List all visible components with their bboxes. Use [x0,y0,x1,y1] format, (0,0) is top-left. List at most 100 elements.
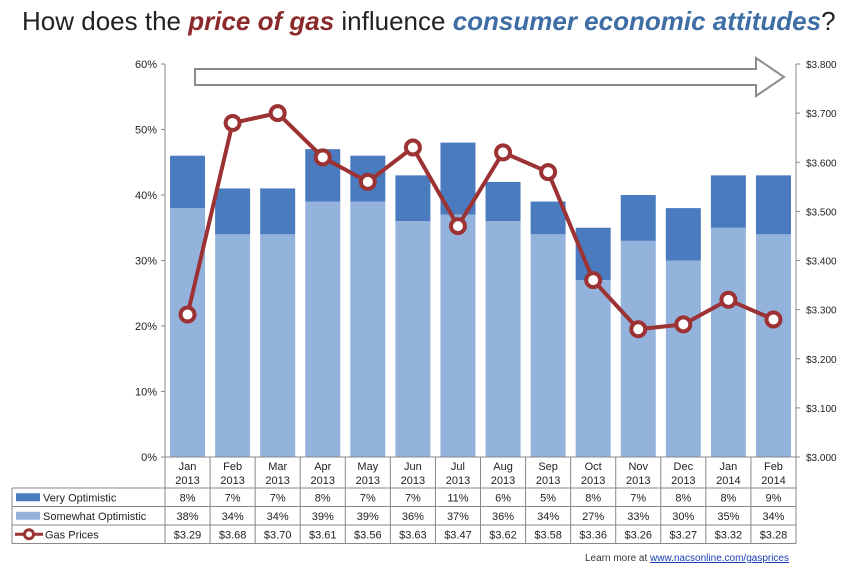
x-tick-label-month: Feb [223,461,242,473]
x-tick-label-year: 2014 [716,475,740,487]
bar-very-optimistic [755,175,791,235]
y-left-tick-label: 20% [135,321,157,333]
gas-price-point [764,310,783,329]
x-tick-label-month: Mar [268,461,287,473]
bar-somewhat-optimistic [665,260,701,457]
data-table-cell: $3.58 [534,529,562,541]
y-right-tick-label: $3.100 [806,404,837,415]
bar-somewhat-optimistic [260,234,296,457]
trend-arrow [194,56,786,98]
footer-note: Learn more at www.nacsonline.com/gaspric… [585,553,789,564]
bar-somewhat-optimistic [440,214,476,457]
x-tick-label-month: Jan [720,461,738,473]
gas-price-point [584,271,603,290]
data-table-cell: $3.28 [760,529,788,541]
data-table-cell: 8% [180,492,196,504]
data-table-cell: 33% [627,511,649,523]
data-table-cell: $3.32 [715,529,743,541]
title-text: influence [334,6,453,36]
x-tick-label-month: Feb [764,461,783,473]
data-table-cell: $3.47 [444,529,472,541]
data-table-cell: 39% [312,511,334,523]
y-left-tick-label: 60% [135,59,157,71]
gas-price-point [719,290,738,309]
gas-price-point [223,113,242,132]
legend-key-gas-marker [23,528,35,541]
x-tick-label-month: Jan [179,461,197,473]
bar-somewhat-optimistic [530,234,566,457]
data-table-cell: 34% [267,511,289,523]
data-table-cell: 8% [315,492,331,504]
data-table-cell: $3.26 [624,529,652,541]
x-tick-label-year: 2013 [536,475,560,487]
bar-somewhat-optimistic [485,221,521,457]
chart-title: How does the price of gas influence cons… [22,6,852,40]
footer-prefix: Learn more at [585,553,651,564]
y-right-tick-label: $3.600 [806,158,837,169]
x-tick-label-month: Jun [404,461,422,473]
data-table-cell: 34% [222,511,244,523]
x-tick-label-month: Apr [314,461,331,473]
title-emphasis-attitudes: consumer economic attitudes [452,6,822,36]
bar-very-optimistic [485,181,521,222]
data-table-cell: $3.62 [489,529,517,541]
gas-price-point [313,148,332,167]
data-table-cell: $3.68 [219,529,247,541]
data-table-cell: $3.36 [579,529,607,541]
x-tick-label-year: 2013 [626,475,650,487]
title-text: How does the [22,6,189,36]
data-table-cell: 27% [582,511,604,523]
bar-very-optimistic [530,201,566,235]
x-tick-label-year: 2013 [175,475,199,487]
data-table-cell: 38% [177,511,199,523]
data-table-cell: 7% [630,492,646,504]
x-tick-label-month: Jul [451,461,465,473]
footer-link[interactable]: www.nacsonline.com/gasprices [650,553,789,564]
legend-label-gas-prices: Gas Prices [45,529,99,541]
gas-price-point [358,172,377,191]
data-table-cell: 36% [492,511,514,523]
x-tick-label-month: May [357,461,378,473]
x-tick-label-year: 2013 [446,475,470,487]
bar-somewhat-optimistic [395,221,431,457]
data-table-cell: 34% [537,511,559,523]
data-table-cell: $3.27 [670,529,698,541]
x-tick-label-month: Dec [674,461,694,473]
bar-very-optimistic [665,208,701,261]
bar-very-optimistic [215,188,251,235]
data-table-cell: 34% [762,511,784,523]
gas-price-point [629,320,648,339]
data-table-cell: 36% [402,511,424,523]
legend-label-very-optimistic: Very Optimistic [43,492,117,504]
bar-somewhat-optimistic [620,240,656,457]
bar-somewhat-optimistic [575,280,611,457]
bar-somewhat-optimistic [710,227,746,457]
bar-somewhat-optimistic [350,201,386,457]
bar-somewhat-optimistic [170,208,206,457]
bar-somewhat-optimistic [755,234,791,457]
bar-very-optimistic [710,175,746,228]
bar-somewhat-optimistic [215,234,251,457]
data-table-cell: $3.70 [264,529,292,541]
data-table-cell: 5% [540,492,556,504]
x-tick-label-month: Sep [538,461,558,473]
gas-price-point [674,315,693,334]
data-table-cell: 6% [495,492,511,504]
bar-very-optimistic [260,188,296,235]
title-emphasis-gas: price of gas [188,6,335,36]
x-tick-label-year: 2013 [491,475,515,487]
x-tick-label-year: 2013 [220,475,244,487]
x-tick-label-month: Nov [628,461,648,473]
x-tick-label-year: 2013 [356,475,380,487]
data-table-cell: $3.56 [354,529,382,541]
data-table-cell: 8% [675,492,691,504]
data-table-cell: 11% [447,492,468,504]
data-table-cell: $3.61 [309,529,337,541]
x-tick-label-month: Oct [585,461,602,473]
x-tick-label-year: 2014 [761,475,785,487]
y-left-tick-label: 30% [135,256,157,268]
data-table-cell: 9% [766,492,782,504]
x-tick-label-year: 2013 [311,475,335,487]
data-table-cell: 30% [672,511,694,523]
